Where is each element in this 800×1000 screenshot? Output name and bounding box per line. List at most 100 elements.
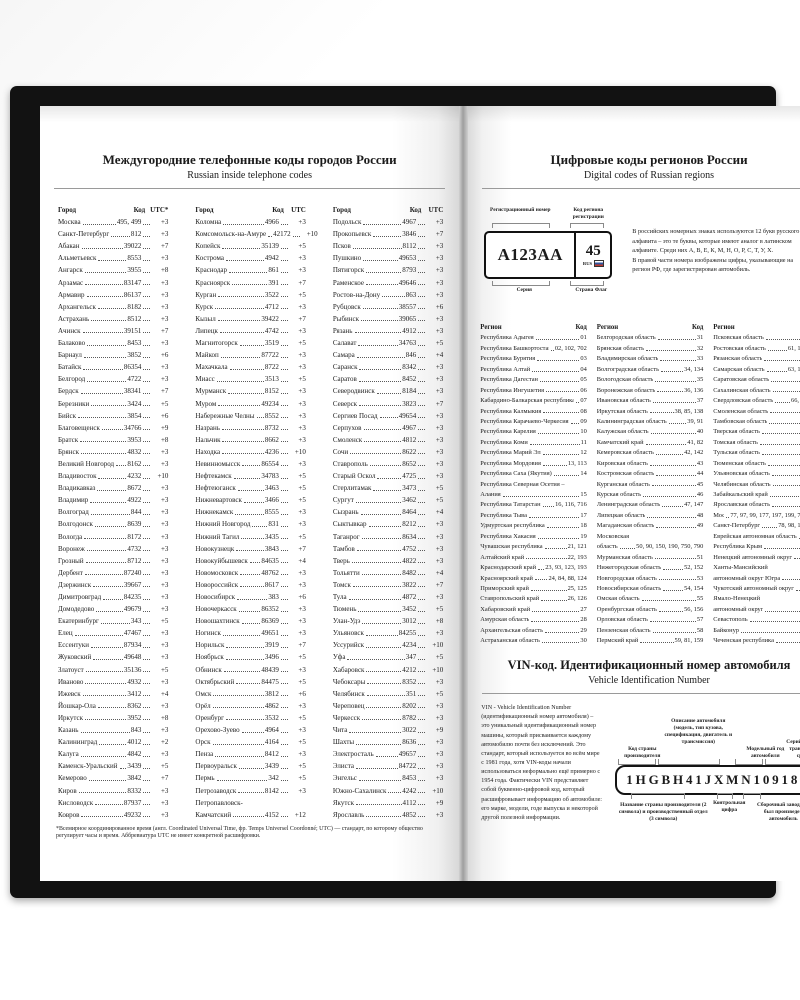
phone-row: Новороссийск 8617 +3 [195,580,306,589]
region-row: Оренбургская область 56, 156 [596,605,704,613]
phone-row: Северодвинск 8184 +3 [332,387,444,396]
header-code: Код [133,206,146,214]
region-row: Курская область 46 [596,491,704,498]
divider [54,188,446,189]
bracket-line [658,759,721,766]
phone-row: Домодедово 49679 +3 [58,605,169,614]
phone-row: Иваново 4932 +3 [58,677,169,686]
region-row: Липецкая область 48 [596,511,704,519]
phone-row: Сургут 3462 +5 [332,496,444,505]
divider [482,188,800,189]
phone-row: Ачинск 39151 +7 [58,326,169,335]
region-row: Ямало-Ненецкий [713,595,761,603]
utc-footnote: *Всемирное координированное время (англ.… [56,825,423,840]
phone-row: Хабаровск 4212 +10 [332,665,444,674]
phone-row: Воронеж 4732 +3 [58,544,169,553]
region-row: Республика Саха (Якутия) 14 [480,470,587,478]
phone-row: Ессентуки 87934 +3 [58,641,169,650]
phone-row: Брянск 4832 +3 [58,447,169,456]
phone-row: Астрахань 8512 +3 [58,314,169,323]
phone-row: Новокуйбышевск 84635 +4 [195,556,306,565]
phone-row: Саранск 8342 +3 [332,363,444,372]
phone-row: Сергиев Посад 49654 +3 [332,411,444,420]
region-row: Ульяновская область73, 173 [713,467,800,477]
phone-row: Уссурийск 4234 +10 [332,641,444,650]
vin-character: B [661,772,671,788]
vin-block: VIN - Vehicle Identification Number (иде… [481,704,800,846]
header-region: Регион [480,324,502,331]
region-row: Москва77, 97, 99, 177, 197, 199, 777, 79… [713,511,800,519]
region-row: Амурская область 28 [480,616,587,624]
vin-character: 9 [772,772,779,788]
region-row: Республика Татарстан 16, 116, 716 [480,501,587,509]
region-row: Алтайский край 22, 193 [480,553,587,561]
phone-row: Стерлитамак 3473 +5 [332,484,444,493]
region-row: Республика Хакасия 19 [480,532,587,540]
phone-row: Дербент 87240 +3 [58,568,169,577]
phone-row: Елец 47467 +3 [58,629,169,638]
phone-row: Нефтекамск 34783 +5 [195,472,306,481]
phone-row: Уфа 347 +5 [332,653,444,662]
region-row: Кировская область 43 [596,459,704,467]
phone-row: Псков 8112 +3 [332,242,444,251]
phone-row: Краснодар 861 +3 [195,266,306,275]
plate-country-label: RUS [582,260,593,266]
phone-row: Майкоп 87722 +3 [195,351,306,360]
phone-row: Владимир 4922 +3 [58,496,169,505]
phone-row: Пенза 8412 +3 [195,750,306,759]
region-row: Тюменская область72 [713,456,800,467]
phone-row: Москва 495, 499 +3 [58,218,169,227]
phone-row: Грозный 8712 +3 [58,556,169,565]
region-row: Республика Карелия 10 [480,428,587,436]
header-utc: UTC [291,206,306,214]
phone-row: Нефтеюганск 3463 +5 [195,484,306,493]
plate-region: 45 RUS [574,233,610,277]
phone-row: Кострома 4942 +3 [195,254,306,263]
region-row: Чукотский автономный округ87 [713,582,800,592]
phone-row: Омск 3812 +6 [195,689,306,698]
phone-row: Челябинск 351 +5 [332,689,444,698]
phone-row: Махачкала 8722 +3 [195,363,306,372]
phone-row: Ноябрьск 3496 +5 [195,653,306,662]
phone-row: Батайск 86354 +3 [58,363,169,372]
phone-row: Пермь 342 +5 [195,774,306,783]
phone-row: Норильск 3919 +7 [195,641,306,650]
phone-row: Элиста 84722 +3 [332,762,444,771]
phone-row: Чита 3022 +9 [332,726,444,735]
phone-row: Тюмень 3452 +5 [332,605,444,614]
phone-row: Курган 3522 +5 [195,290,306,299]
phone-row: Таганрог 8634 +3 [332,532,444,541]
vin-character: H [635,772,646,788]
region-row: Республика Крым82 [713,540,800,550]
region-row: Хабаровский край 27 [480,605,587,613]
region-row: Новосибирская область 54, 154 [596,584,704,592]
region-row: Тверская область69 [713,425,800,435]
intro-paragraph-1: В российских номерных знаках используютс… [632,228,800,255]
region-row: Республика Карачаево-Черкесия 09 [480,417,587,425]
vin-character: H [673,772,684,788]
phone-row: Ангарск 3955 +8 [58,266,169,275]
phone-row: Санкт-Петербург 812 +3 [58,230,169,239]
phone-row: Назрань 8732 +3 [195,423,306,432]
region-row: Республика Алтай 04 [480,365,587,373]
vin-description: VIN - Vehicle Identification Number (иде… [481,705,603,821]
region-row: Забайкальский край75, 80 [713,488,800,498]
phone-row: Петрозаводск 8142 +3 [195,786,306,795]
region-row: Тамбовская область68 [713,415,800,425]
vin-character: G [648,772,659,788]
region-row: Ханты-Мансийский [713,564,768,572]
phone-row: Белгород 4722 +3 [58,375,169,384]
column-header: Город Код UTC [195,199,305,214]
phone-row: Оренбург 3532 +5 [195,713,306,722]
phone-row: Ярославль 4852 +3 [332,810,444,819]
phone-row: Первоуральск 3439 +5 [195,762,306,771]
phone-row: Чебоксары 8352 +3 [332,677,444,686]
phone-row: Кисловодск 87937 +3 [58,798,169,807]
vin-label-country-code: Код страны производителя [624,746,661,760]
phone-row: Камчатский 4152 +12 [195,810,306,819]
region-row: Еврейская автономная область79 [713,529,800,540]
region-row: Курганская область 45 [596,480,704,488]
region-row: Республика Коми 11 [480,438,587,446]
book-cover: Междугородние телефонные коды городов Ро… [10,86,800,898]
